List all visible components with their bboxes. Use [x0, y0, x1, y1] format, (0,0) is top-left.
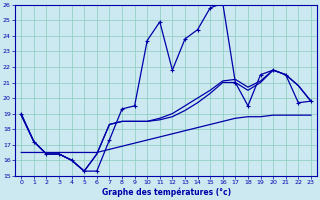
- X-axis label: Graphe des températures (°c): Graphe des températures (°c): [101, 188, 231, 197]
